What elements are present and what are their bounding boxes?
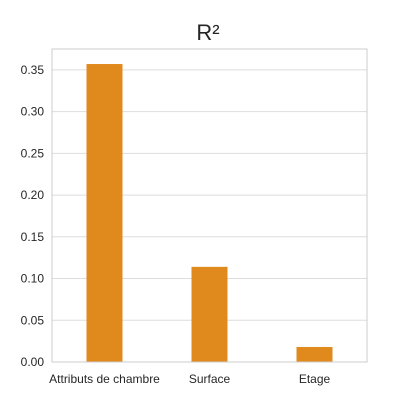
chart-title: R² xyxy=(196,20,219,45)
y-tick-label: 0.10 xyxy=(21,272,45,286)
bars xyxy=(86,64,333,363)
bar xyxy=(191,266,228,362)
y-tick-label: 0.00 xyxy=(21,355,45,369)
plot-frame xyxy=(51,48,368,363)
x-tick-label: Attributs de chambre xyxy=(49,372,160,386)
y-tick-label: 0.15 xyxy=(21,230,45,244)
y-tick-label: 0.35 xyxy=(21,63,45,77)
y-tick-label: 0.05 xyxy=(21,313,45,327)
x-tick-label: Surface xyxy=(189,372,231,386)
y-tick-label: 0.30 xyxy=(21,105,45,119)
bar xyxy=(296,346,333,362)
y-tick-label: 0.25 xyxy=(21,146,45,160)
x-tick-label: Etage xyxy=(299,372,331,386)
y-axis-ticks: 0.00 0.05 0.10 0.15 0.20 0.25 0.30 0.35 xyxy=(21,63,45,369)
bar xyxy=(86,64,123,363)
y-tick-label: 0.20 xyxy=(21,188,45,202)
x-axis-ticks: Attributs de chambre Surface Etage xyxy=(49,372,330,386)
